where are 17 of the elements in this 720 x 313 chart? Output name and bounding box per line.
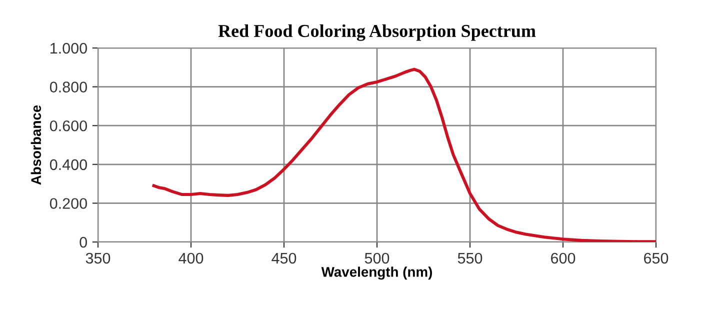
x-tick-label: 600 bbox=[551, 252, 576, 264]
x-tick-label: 400 bbox=[178, 252, 204, 264]
y-tick-label: 0.400 bbox=[50, 159, 87, 170]
x-tick-label: 450 bbox=[272, 252, 296, 264]
x-tick-label: 500 bbox=[364, 252, 390, 264]
x-tick-label: 350 bbox=[86, 252, 110, 264]
y-tick-label: 0 bbox=[80, 236, 87, 248]
y-axis-title: Absorbance bbox=[30, 105, 42, 185]
chart-title: Red Food Coloring Absorption Spectrum bbox=[218, 24, 536, 41]
line-series bbox=[152, 68, 656, 242]
y-tick-label: 0.600 bbox=[50, 120, 87, 132]
x-tick-label: 550 bbox=[458, 252, 482, 264]
y-tick-label: 0.800 bbox=[50, 82, 87, 92]
x-tick-label: 650 bbox=[644, 252, 668, 264]
x-axis-title: Wavelength (nm) bbox=[321, 266, 432, 280]
y-tick-label: 1.000 bbox=[50, 42, 87, 54]
y-tick-label: 0.200 bbox=[50, 198, 87, 209]
